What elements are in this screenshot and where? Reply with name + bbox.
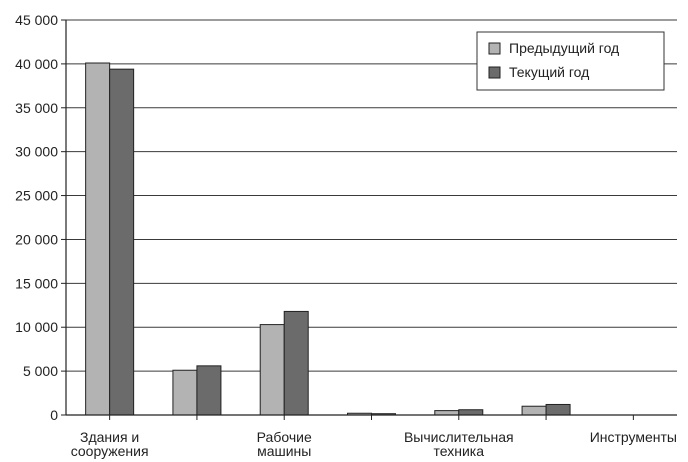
x-category-label-line: Здания и — [80, 429, 139, 445]
bar-current-year — [196, 365, 222, 416]
y-tick-label: 30 000 — [15, 144, 58, 160]
bar-current-year — [283, 310, 309, 416]
y-tick-label: 45 000 — [15, 12, 58, 28]
y-tick-label: 35 000 — [15, 100, 58, 116]
bar-previous-year — [85, 62, 111, 416]
y-tick-label: 5 000 — [23, 363, 58, 379]
bar-previous-year — [259, 324, 285, 416]
bar-current-year — [458, 409, 484, 416]
legend-label: Текущий год — [509, 64, 589, 80]
legend-swatch — [488, 42, 501, 55]
x-category-label: Инструменты — [590, 429, 677, 445]
x-category-label: Вычислительная техника — [404, 429, 514, 459]
y-tick-label: 10 000 — [15, 319, 58, 335]
x-category-label-line: Рабочие — [257, 429, 312, 445]
bar-previous-year — [172, 369, 198, 416]
legend-box — [476, 31, 665, 91]
y-tick-label: 40 000 — [15, 56, 58, 72]
x-category-label-line: сооружения — [71, 443, 149, 459]
legend: Предыдущий год Текущий год — [476, 31, 665, 91]
y-tick-label: 20 000 — [15, 231, 58, 247]
x-category-label-line: машины — [257, 443, 311, 459]
bar-previous-year — [434, 410, 460, 416]
x-category-label-line: техника — [434, 443, 485, 459]
x-category-label-line: Инструменты — [590, 429, 677, 445]
bar-previous-year — [521, 405, 547, 416]
legend-swatch — [488, 66, 501, 79]
y-tick-label: 15 000 — [15, 275, 58, 291]
x-category-label: Рабочие машины — [257, 429, 312, 459]
y-tick-label: 0 — [50, 407, 58, 423]
bar-current-year — [109, 68, 135, 416]
y-tick-label: 25 000 — [15, 188, 58, 204]
x-category-label-line: Вычислительная — [404, 429, 514, 445]
legend-label: Предыдущий год — [509, 40, 619, 56]
bar-current-year — [545, 403, 571, 416]
x-category-label: Здания и сооружения — [71, 429, 149, 459]
